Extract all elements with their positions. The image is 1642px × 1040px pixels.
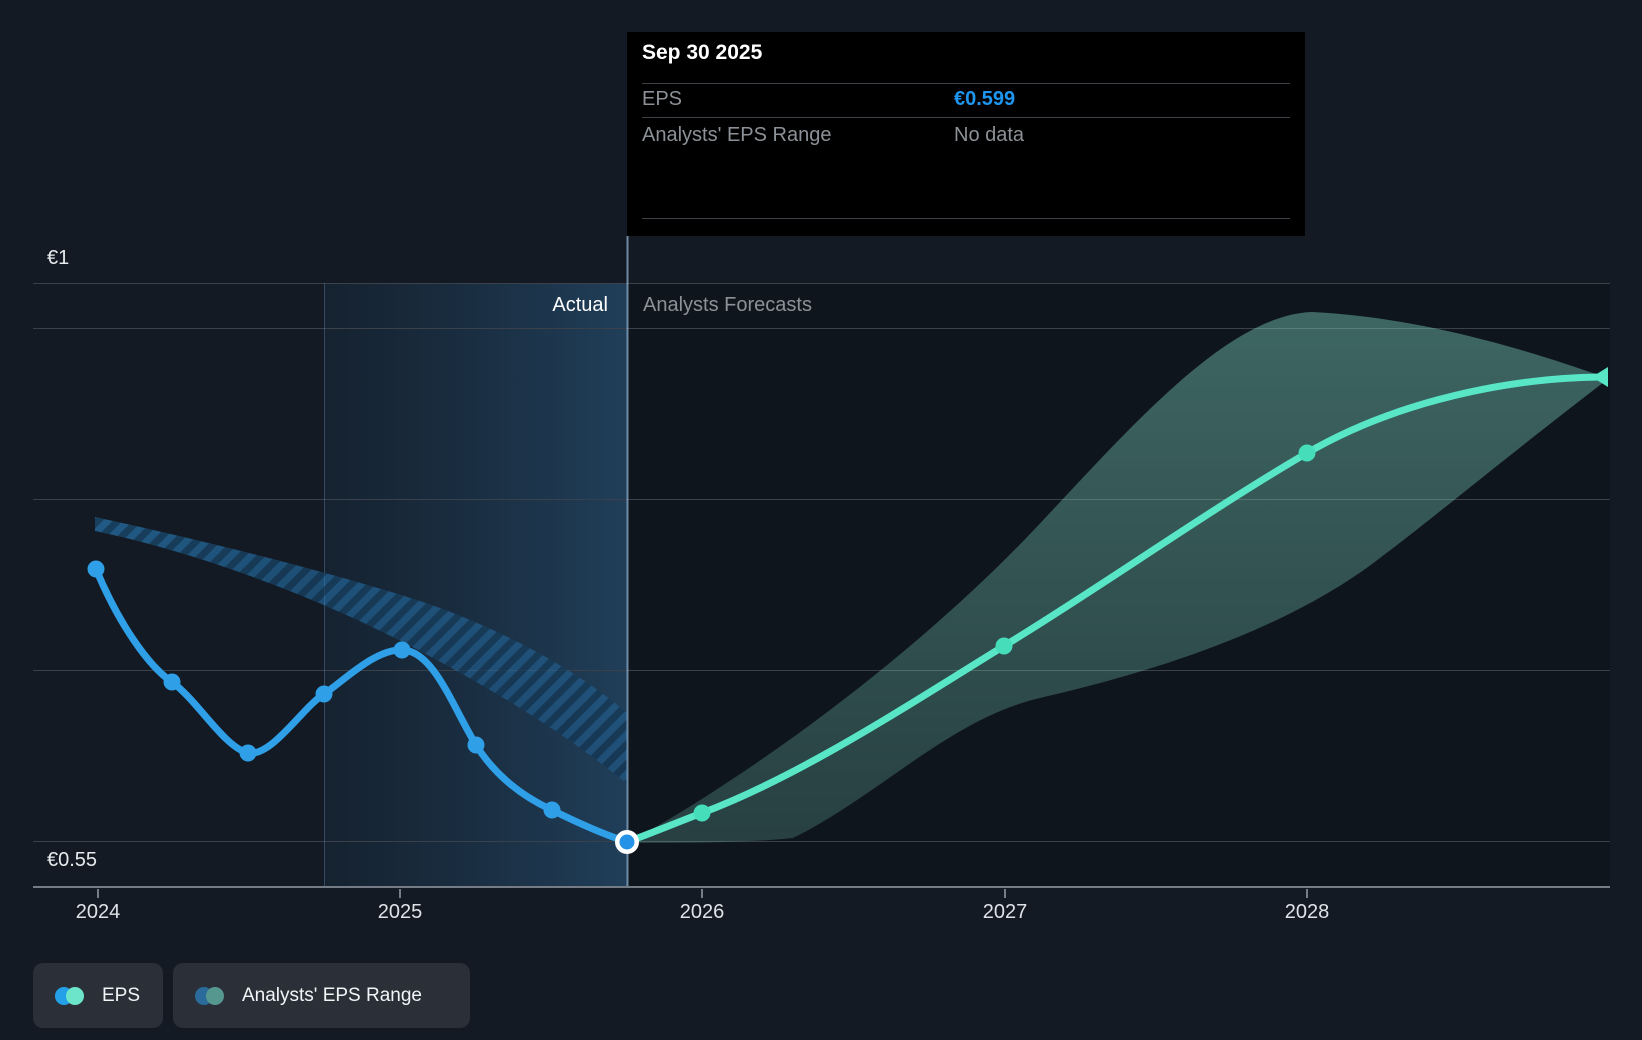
forecast-line-end-arrow (1592, 367, 1608, 387)
tooltip-divider (642, 218, 1290, 219)
selected-point-marker[interactable] (615, 830, 639, 854)
tooltip-divider (642, 83, 1290, 84)
y-axis-label-top: €1 (47, 247, 70, 269)
x-axis (33, 886, 1610, 898)
analysts-range-past-band (95, 517, 627, 784)
tooltip-range-value: No data (954, 124, 1025, 146)
legend-range-label: Analysts' EPS Range (242, 984, 422, 1006)
legend-item-eps[interactable]: EPS (33, 963, 163, 1028)
range-series-icon (195, 986, 224, 1005)
tooltip-date: Sep 30 2025 (642, 41, 763, 64)
eps-actual-points[interactable] (87, 560, 561, 819)
x-axis-label-2028: 2028 (1284, 901, 1330, 923)
x-axis-label-2025: 2025 (377, 901, 423, 923)
tooltip-divider (642, 117, 1290, 118)
x-axis-label-2026: 2026 (679, 901, 725, 923)
eps-series-icon (55, 986, 84, 1005)
x-axis-label-2024: 2024 (75, 901, 121, 923)
forecast-section-label: Analysts Forecasts (643, 294, 812, 316)
tooltip-range-label: Analysts' EPS Range (642, 124, 832, 146)
actual-period-highlight (324, 283, 627, 887)
tooltip-eps-label: EPS (642, 88, 683, 110)
legend-item-analysts-eps-range[interactable]: Analysts' EPS Range (173, 963, 470, 1028)
tooltip-eps-value: €0.599 (954, 88, 1016, 110)
y-axis-label-bottom: €0.55 (47, 849, 98, 871)
actual-section-label: Actual (552, 294, 608, 316)
chart-tooltip: Sep 30 2025 EPS €0.599 Analysts' EPS Ran… (627, 32, 1305, 236)
legend-eps-label: EPS (102, 984, 141, 1006)
x-axis-label-2027: 2027 (982, 901, 1028, 923)
eps-forecast-points[interactable] (693, 444, 1316, 822)
